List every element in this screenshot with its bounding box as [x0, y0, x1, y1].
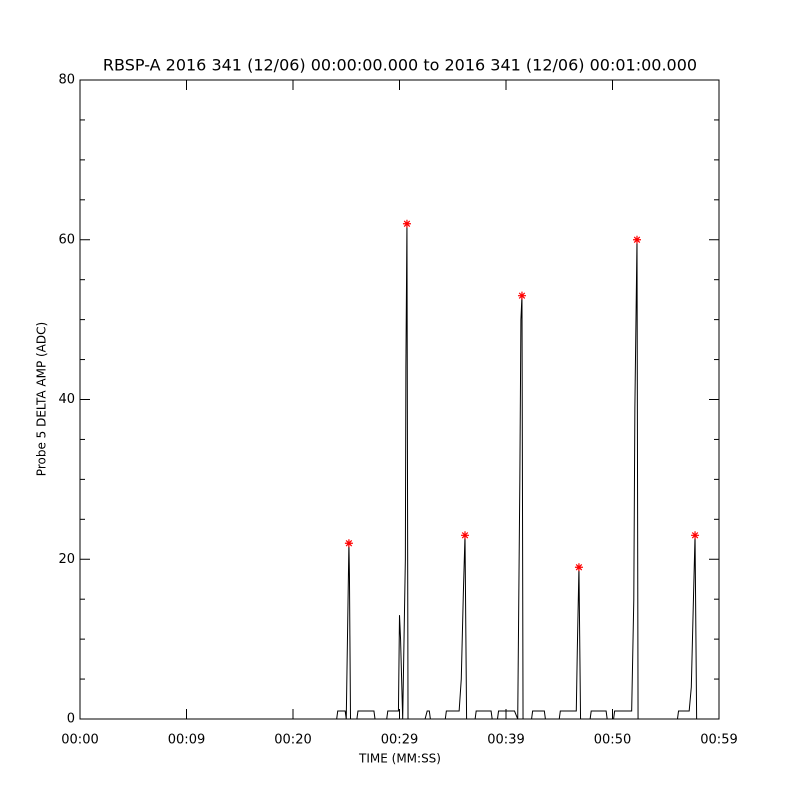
- y-tick-label: 20: [58, 552, 75, 567]
- data-line: [80, 223, 719, 720]
- chart-title: RBSP-A 2016 341 (12/06) 00:00:00.000 to …: [103, 56, 697, 75]
- star-marker: [460, 531, 469, 540]
- star-marker: [517, 291, 526, 300]
- y-tick-label: 40: [58, 392, 75, 407]
- y-tick-label: 60: [58, 232, 75, 247]
- x-tick-label: 00:50: [594, 733, 631, 748]
- x-tick-label: 00:29: [381, 733, 418, 748]
- y-tick-label: 80: [58, 73, 75, 88]
- y-axis-label: Probe 5 DELTA AMP (ADC): [35, 322, 49, 476]
- star-marker: [691, 531, 700, 540]
- x-tick-label: 00:59: [700, 733, 737, 748]
- star-marker: [632, 235, 641, 244]
- star-marker: [344, 539, 353, 548]
- x-axis-label: TIME (MM:SS): [358, 752, 441, 766]
- star-marker: [574, 563, 583, 572]
- x-tick-label: 00:00: [61, 733, 98, 748]
- x-tick-label: 00:39: [487, 733, 524, 748]
- x-tick-label: 00:20: [274, 733, 311, 748]
- x-tick-label: 00:09: [168, 733, 205, 748]
- star-marker: [402, 219, 411, 228]
- y-tick-label: 0: [67, 712, 75, 727]
